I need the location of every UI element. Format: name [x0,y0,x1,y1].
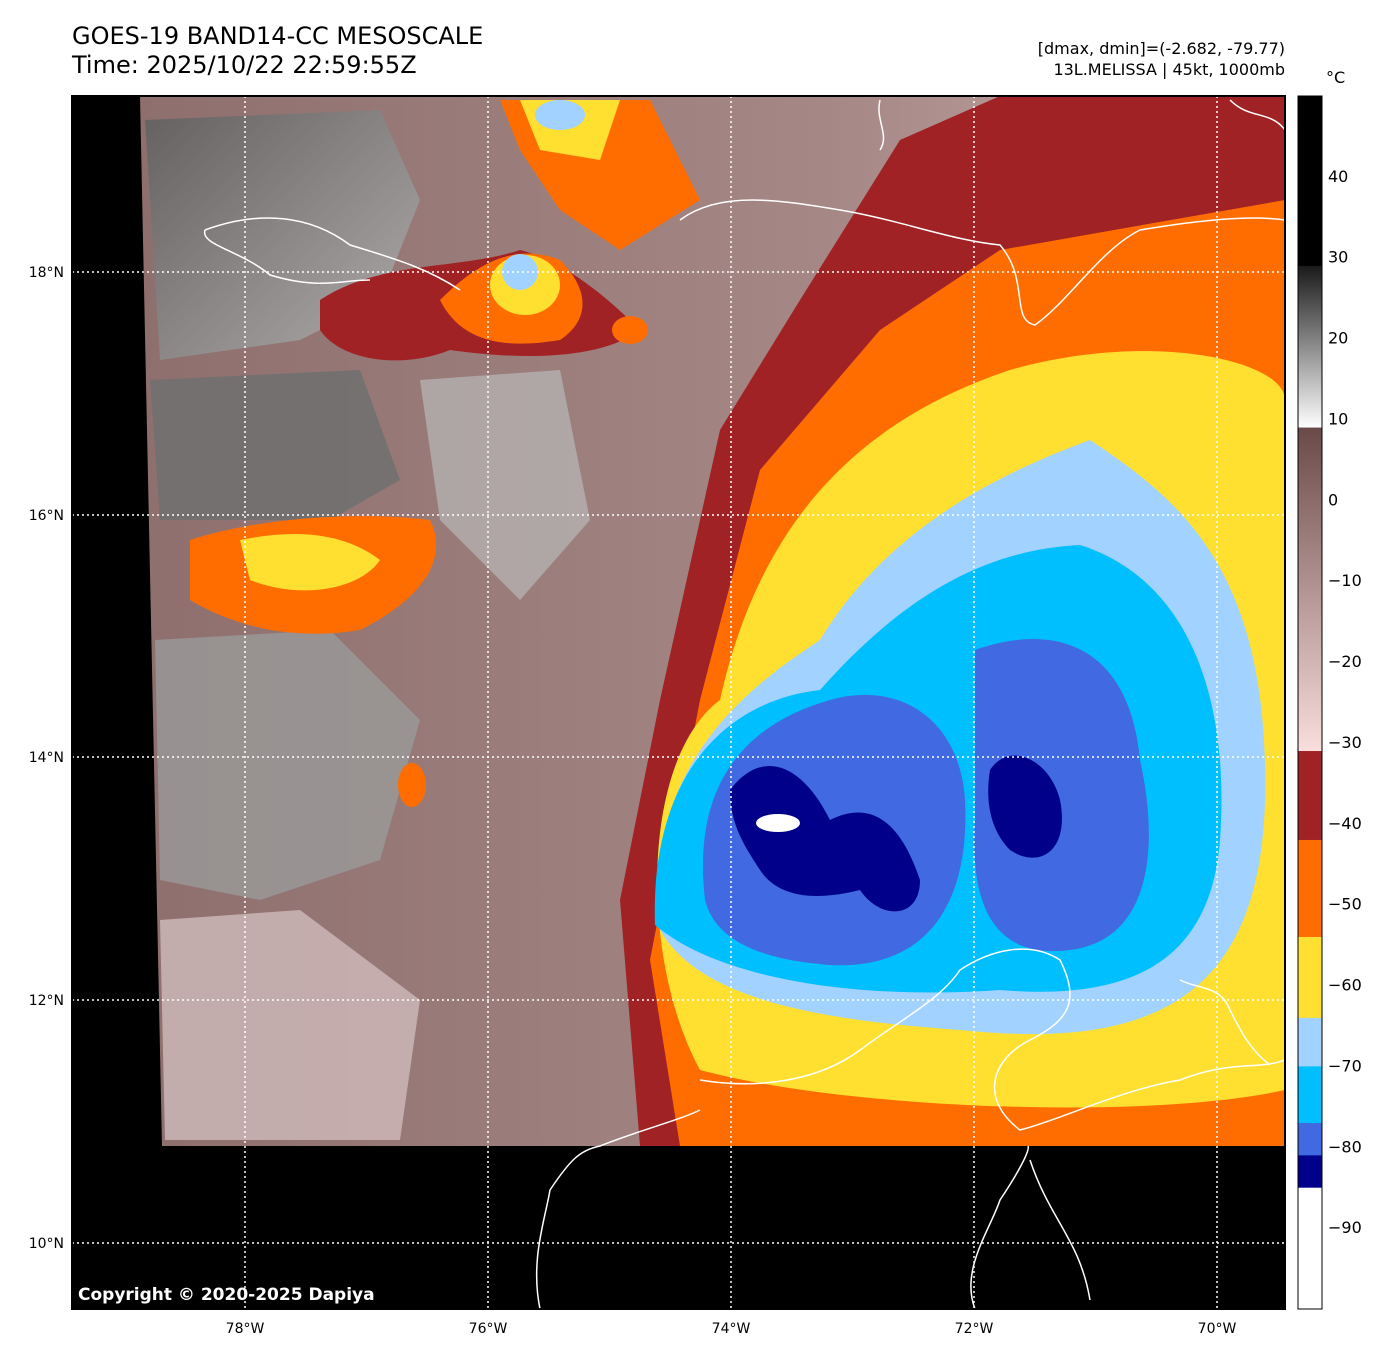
colorbar-band [1298,751,1322,841]
convective-cell [398,763,426,807]
coastline-hispaniola [679,199,1285,326]
convective-cell [240,534,380,591]
convective-cell [612,316,648,344]
convective-cell [502,254,538,290]
storm-text: 13L.MELISSA | 45kt, 1000mb [1053,60,1285,79]
copyright-text: Copyright © 2020-2025 Dapiya [78,1285,375,1305]
satellite-imagery [72,96,1285,1309]
colorbar-tick-label: 10 [1328,409,1348,428]
range-text: [dmax, dmin]=(-2.682, -79.77) [1037,39,1285,58]
warm-surface-region [420,370,590,600]
chart-title: GOES-19 BAND14-CC MESOSCALE Time: 2025/1… [72,22,483,80]
colorbar-tick-label: −90 [1328,1218,1362,1237]
lat-label: 14°N [29,750,64,766]
lon-labels: 78°W 76°W 74°W 72°W 70°W [226,1321,1237,1337]
lon-label: 78°W [226,1321,265,1337]
colorbar-tick-label: −60 [1328,976,1362,995]
lat-label: 16°N [29,508,64,524]
colorbar-tick-label: 20 [1328,329,1348,348]
storm-band-minus90 [756,814,800,832]
warm-surface-region [160,910,420,1140]
colorbar-band [1298,265,1322,429]
storm-band-minus85 [988,755,1062,858]
colorbar-band [1298,427,1322,752]
colorbar-tick-label: −20 [1328,652,1362,671]
colorbar-tick-label: −50 [1328,895,1362,914]
colorbar-band [1298,1155,1322,1189]
storm-band-minus85 [730,766,920,912]
colorbar-band [1298,937,1322,1019]
colorbar-tick-label: 0 [1328,490,1338,509]
lon-label: 70°W [1198,1321,1237,1337]
warm-surface-region [150,370,400,520]
gridlines [72,96,1285,1309]
colorbar-band [1298,1123,1322,1156]
colorbar-tick-label: −40 [1328,814,1362,833]
coastline-jamaica [204,217,461,291]
colorbar-band [1298,1017,1322,1067]
colorbar-tick-label: −80 [1328,1137,1362,1156]
colorbar-band [1298,1187,1322,1310]
lon-label: 72°W [955,1321,994,1337]
coastlines [204,99,1285,1309]
colorbar-tick-label: −70 [1328,1056,1362,1075]
lon-label: 76°W [469,1321,508,1337]
lon-label: 74°W [712,1321,751,1337]
lat-labels: 18°N 16°N 14°N 12°N 10°N [29,265,64,1252]
coastline-colombia-venezuela [699,948,1285,1131]
lat-label: 18°N [29,265,64,281]
colorbar-tick-label: −30 [1328,733,1362,752]
colorbar-band [1298,839,1322,938]
colorbar-frame [1297,95,1323,1310]
colorbar-unit: °C [1326,68,1346,87]
storm-band-minus80 [974,639,1149,952]
convective-cell [535,100,585,130]
lat-label: 10°N [29,1236,64,1252]
colorbar-tick-label: −10 [1328,571,1362,590]
colorbar: 40 30 20 10 0 −10 −20 −30 −40 −50 −60 −70 −80 −90 [1297,95,1362,1310]
colorbar-tick-label: 30 [1328,248,1348,267]
colorbar-band [1298,1066,1322,1124]
colorbar-tick-label: 40 [1328,167,1348,186]
meta-info: [dmax, dmin]=(-2.682, -79.77) 13L.MELISS… [1038,38,1285,80]
lat-label: 12°N [29,993,64,1009]
warm-surface-region [155,630,420,900]
map-frame [71,95,1286,1310]
title-text: GOES-19 BAND14-CC MESOSCALE [72,22,484,50]
colorbar-band [1298,96,1322,267]
time-text: Time: 2025/10/22 22:59:55Z [72,51,417,79]
